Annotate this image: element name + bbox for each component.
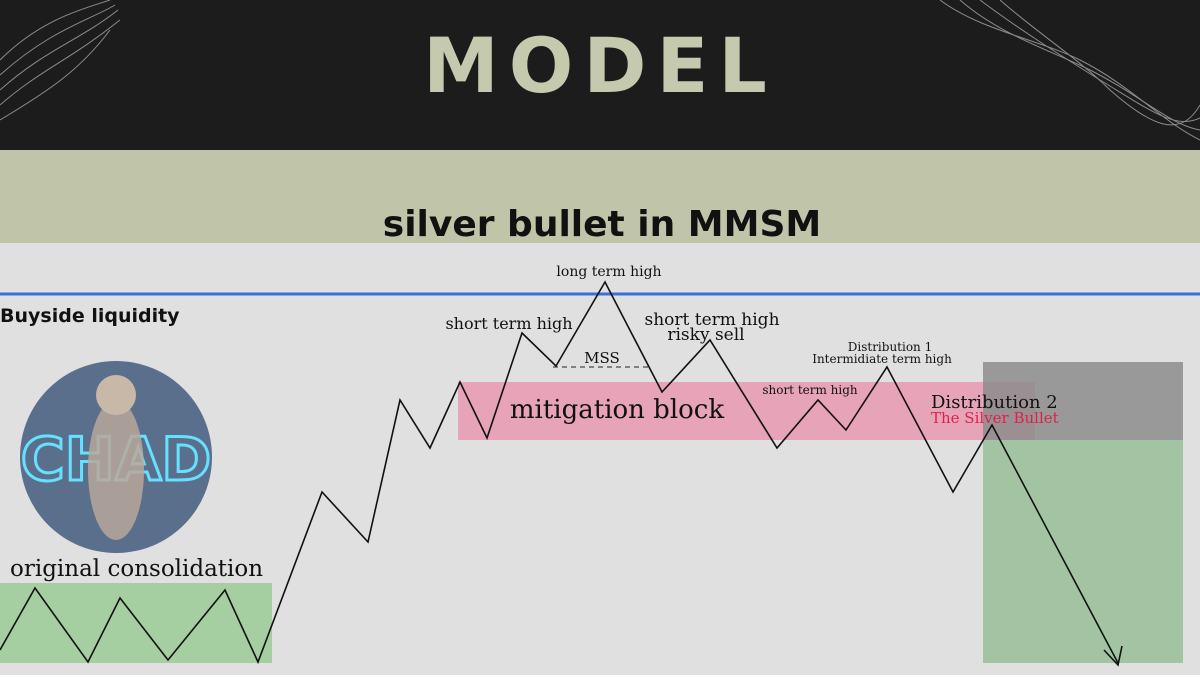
short-high-label: short term high [445, 314, 572, 333]
reward-box [983, 440, 1183, 663]
title: MODEL [423, 21, 777, 110]
avatar: CHAD [19, 361, 213, 553]
long-high-label: long term high [556, 264, 661, 280]
arrow-head [1103, 645, 1123, 667]
short-high-label: short term high [762, 383, 858, 397]
avatar-figure [88, 400, 144, 540]
header-bg [0, 0, 1200, 150]
mitigation-box [458, 382, 1035, 440]
consolidation-label: original consolidation [10, 556, 263, 582]
buyside-label: Buyside liquidity [0, 305, 180, 327]
silver-label: The Silver Bullet [931, 409, 1059, 427]
consolidation-box [0, 583, 272, 663]
dist1-label: Distribution 1 [848, 340, 933, 354]
decor-waves [0, 0, 1200, 141]
avatar-head [96, 375, 136, 415]
short-high-label: short term high [644, 310, 779, 330]
risky-label: risky sell [667, 325, 744, 345]
risk-box [983, 362, 1183, 440]
intermediate-label: Intermidiate term high [812, 352, 952, 366]
subtitle-band [0, 150, 1200, 243]
price-path [0, 280, 1119, 665]
mss-label: MSS [584, 349, 620, 367]
subtitle: silver bullet in MMSM [383, 204, 821, 245]
mitigation-label: mitigation block [510, 395, 724, 425]
dist2-label: Distribution 2 [931, 392, 1058, 413]
